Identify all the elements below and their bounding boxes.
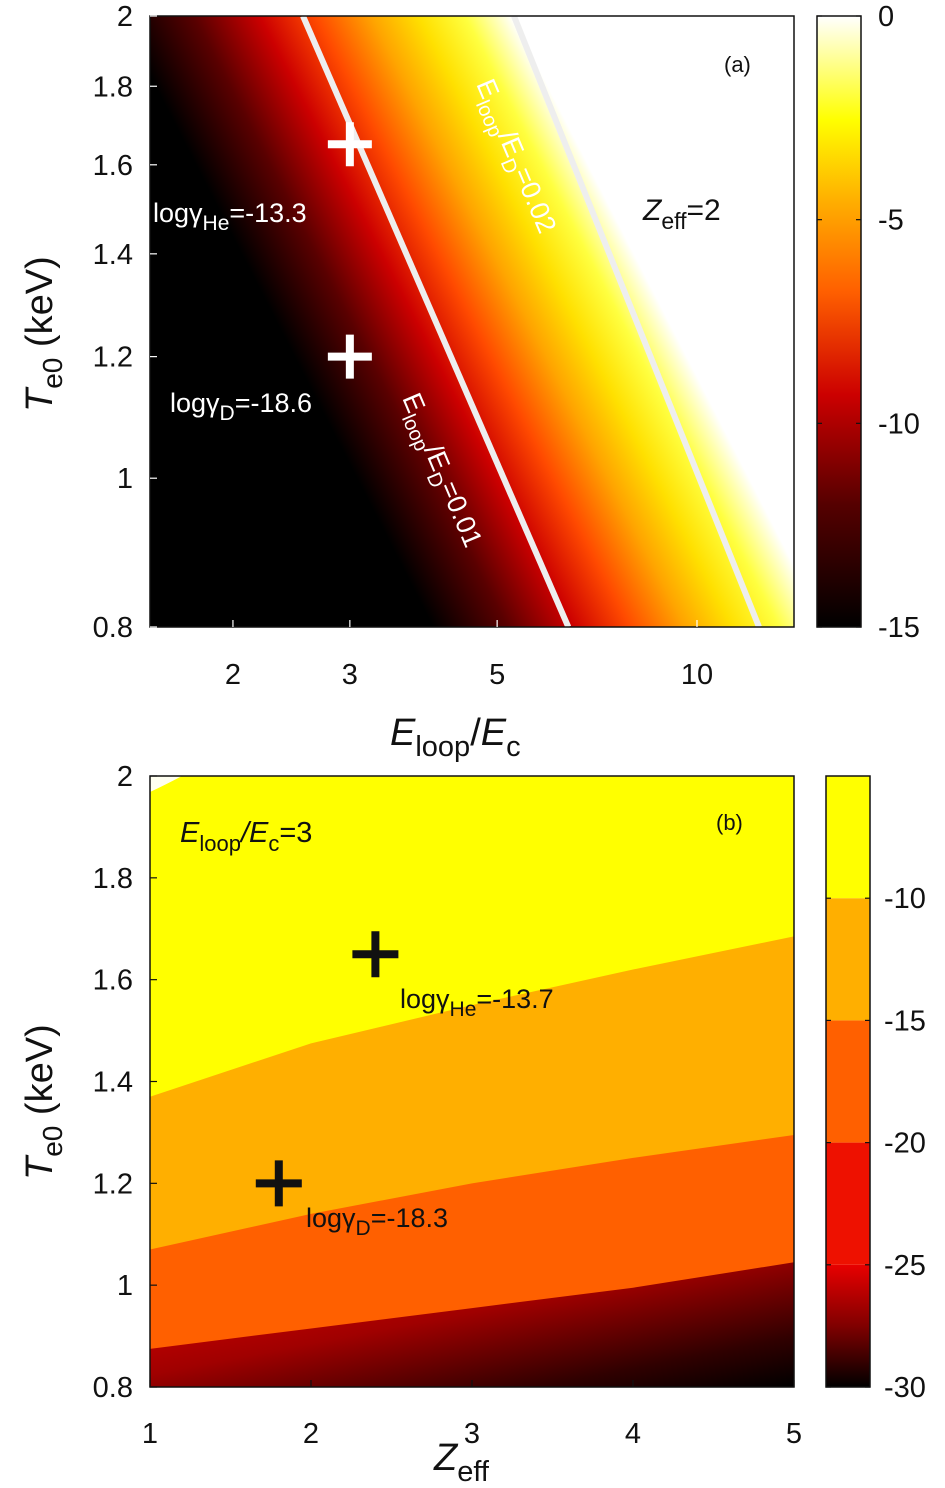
cb-tick-label: -20 — [884, 1128, 926, 1160]
x-tick-label: 2 — [225, 659, 241, 691]
contour-line-0.02 — [511, 16, 762, 627]
colorbar-b-ticks: -10 -15 -20 -25 -30 — [826, 883, 926, 1404]
y-tick-label: 0.8 — [93, 612, 133, 644]
y-tick-label: 1.2 — [93, 1168, 133, 1200]
panel-a-heatmap — [150, 16, 794, 627]
panel-b: 1 2 3 4 5 0.8 1 1.2 1.4 1.6 1.8 2 (b) logγHe=-13.7… — [19, 761, 926, 1488]
y-tick-label: 1.4 — [93, 1067, 133, 1099]
cb-level — [826, 1264, 870, 1387]
panel-a-x-ticks: 2 3 5 10 — [225, 620, 713, 691]
y-tick-label: 1 — [117, 463, 133, 495]
cb-level — [826, 776, 870, 899]
panel-b-y-ticks: 0.8 1 1.2 1.4 1.6 1.8 2 — [93, 761, 157, 1404]
y-tick-label: 1.8 — [93, 863, 133, 895]
colorbar-a-scale — [816, 15, 862, 628]
y-tick-label: 2 — [117, 1, 133, 33]
annotation-eloop-b: Eloop/Ec=3 — [180, 817, 312, 856]
panel-b-x-axis-label: Zeff — [433, 1437, 490, 1488]
marker-label-he-b: logγHe=-13.7 — [400, 984, 554, 1021]
cb-tick-label: -15 — [884, 1005, 926, 1037]
y-tick-label: 1.2 — [93, 342, 133, 374]
panel-a-markers — [327, 122, 372, 379]
panel-a-field — [150, 16, 794, 627]
panel-a-y-ticks: 0.8 1 1.2 1.4 1.6 1.8 2 — [93, 1, 157, 644]
marker-label-he-a: logγHe=-13.3 — [153, 198, 307, 235]
cb-level — [826, 898, 870, 1021]
colorbar-a: 0 -5 -10 -15 — [816, 1, 920, 644]
panel-label-b: (b) — [716, 810, 743, 835]
plus-marker — [255, 1160, 302, 1207]
panel-a: 2 3 5 10 0.8 1 1.2 1.4 1.6 1.8 2 (a) logγHe=-13.3… — [19, 1, 920, 763]
cb-tick-label: -10 — [878, 408, 920, 440]
cb-tick-label: -15 — [878, 612, 920, 644]
y-tick-label: 1.6 — [93, 150, 133, 182]
y-tick-label: 1 — [117, 1270, 133, 1302]
panel-a-x-axis-label: Eloop/Ec — [390, 712, 521, 763]
cb-level — [826, 1020, 870, 1143]
marker-label-d-b: logγD=-18.3 — [306, 1203, 448, 1240]
x-tick-label: 3 — [464, 1418, 480, 1450]
panel-label-a: (a) — [724, 52, 751, 77]
cb-tick-label: -30 — [884, 1372, 926, 1404]
cb-tick-label: -5 — [878, 205, 904, 237]
y-tick-label: 1.4 — [93, 239, 133, 271]
annotation-zeff-a: Zeff=2 — [642, 194, 721, 234]
cb-tick-label: -25 — [884, 1250, 926, 1282]
panel-a-frame — [149, 15, 795, 628]
x-tick-label: 4 — [625, 1418, 641, 1450]
contour-line-0.01 — [300, 16, 572, 627]
colorbar-b-levels — [826, 776, 870, 1387]
plus-marker — [352, 931, 399, 978]
cb-tick-label: 0 — [878, 1, 894, 33]
panel-b-y-axis-label: Te0 (keV) — [19, 1024, 68, 1180]
cb-tick-label: -10 — [884, 883, 926, 915]
x-tick-label: 5 — [489, 659, 505, 691]
panel-b-heatmap — [150, 776, 794, 1387]
y-tick-label: 1.8 — [93, 71, 133, 103]
colorbar-b: -10 -15 -20 -25 -30 — [825, 775, 926, 1404]
x-tick-label: 3 — [342, 659, 358, 691]
x-tick-label: 10 — [681, 659, 713, 691]
panel-b-markers — [255, 931, 399, 1207]
x-tick-label: 2 — [303, 1418, 319, 1450]
cb-level — [826, 1142, 870, 1265]
panel-b-x-ticks: 1 2 3 4 5 — [142, 1380, 802, 1450]
x-tick-label: 1 — [142, 1418, 158, 1450]
y-tick-label: 0.8 — [93, 1372, 133, 1404]
panel-b-level-top — [150, 776, 182, 792]
plus-marker — [327, 122, 372, 167]
y-tick-label: 2 — [117, 761, 133, 793]
panel-a-y-axis-label: Te0 (keV) — [19, 256, 68, 412]
colorbar-b-frame — [825, 775, 871, 1388]
marker-label-d-a: logγD=-18.6 — [170, 388, 312, 425]
y-tick-label: 1.6 — [93, 965, 133, 997]
x-tick-label: 5 — [786, 1418, 802, 1450]
colorbar-a-ticks: 0 -5 -10 -15 — [817, 1, 920, 644]
panel-b-level-dark — [150, 1262, 794, 1387]
plus-marker — [327, 334, 372, 379]
